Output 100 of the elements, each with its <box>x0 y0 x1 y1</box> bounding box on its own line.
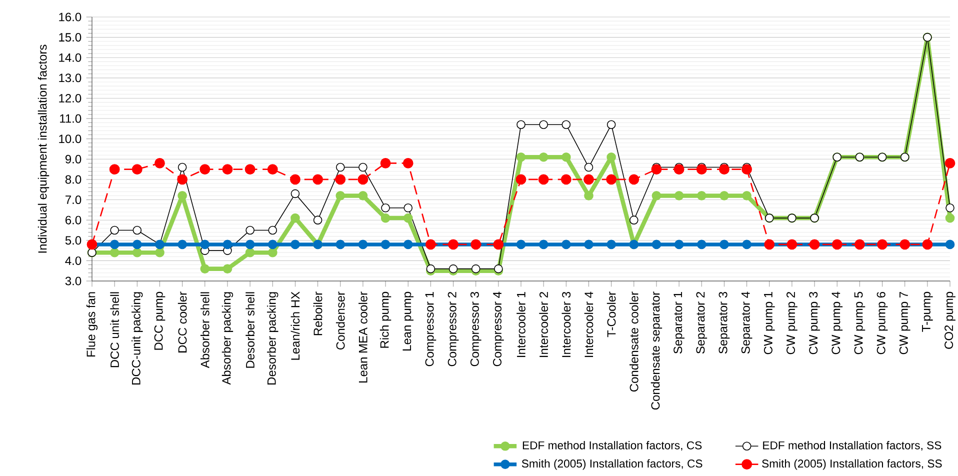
point <box>561 240 571 250</box>
x-tick-label: Compressor 1 <box>425 292 436 366</box>
point <box>538 174 549 185</box>
point <box>516 120 526 130</box>
point <box>720 191 729 200</box>
point <box>336 162 345 172</box>
x-tick-label: Intercooler 2 <box>539 292 548 357</box>
point <box>696 240 706 250</box>
point <box>178 240 187 250</box>
point <box>584 174 594 185</box>
x-tick-label: CW pump 1 <box>764 292 775 354</box>
x-tick-label: T-pump <box>922 292 933 332</box>
point <box>222 264 232 274</box>
y-tick-label: 15.0 <box>59 33 82 42</box>
point <box>312 174 323 185</box>
x-tick-label: CW pump 6 <box>876 292 888 354</box>
y-tick-label: 5.0 <box>65 236 82 245</box>
point <box>132 248 142 258</box>
y-tick-label: 9.0 <box>65 154 82 164</box>
point <box>380 240 390 250</box>
point <box>426 264 436 274</box>
x-tick-label: DCC unit shell <box>110 292 119 368</box>
x-tick-label: Condensate separator <box>650 292 662 410</box>
x-tick-label: Compressor 3 <box>470 292 482 366</box>
point <box>154 158 165 168</box>
point <box>244 164 256 175</box>
x-tick-label: Intercooler 1 <box>516 292 526 357</box>
point <box>222 164 233 175</box>
point <box>651 164 662 175</box>
y-tick-label: 3.0 <box>65 276 82 286</box>
point <box>584 191 594 200</box>
point <box>584 162 594 172</box>
point <box>358 240 368 250</box>
point <box>720 240 729 250</box>
point <box>606 240 616 250</box>
point <box>538 240 548 250</box>
point <box>945 240 955 250</box>
x-tick-label: Separator 4 <box>741 292 752 354</box>
point <box>290 189 300 198</box>
point <box>336 191 346 200</box>
x-tick-label: T-Cooler <box>606 292 616 338</box>
x-tick-label: Absorber packing <box>222 292 234 385</box>
point <box>719 164 730 175</box>
x-tick-label: Separator 2 <box>696 292 708 354</box>
x-tick-label: CW pump 2 <box>786 292 798 354</box>
point <box>404 203 413 212</box>
point <box>539 120 548 130</box>
point <box>155 248 164 258</box>
point <box>380 158 391 168</box>
x-tick-label: DCC pump <box>154 292 166 350</box>
point <box>538 152 548 162</box>
x-tick-label: DCC-unit packing <box>132 292 143 384</box>
x-tick-label: Flue gas fan <box>86 292 98 356</box>
point <box>516 174 526 185</box>
point <box>674 191 684 200</box>
y-tick-label: 11.0 <box>60 114 82 123</box>
point <box>132 226 142 235</box>
point <box>516 152 526 162</box>
point <box>402 158 414 168</box>
point <box>561 152 571 162</box>
point <box>290 213 300 223</box>
point <box>109 164 120 175</box>
x-tick-label: Separator 1 <box>674 292 684 354</box>
point <box>336 240 346 250</box>
point <box>696 164 707 175</box>
y-axis-title: Individual equipment installation factors <box>38 44 50 253</box>
point <box>177 174 188 185</box>
point <box>267 164 278 175</box>
point <box>652 191 662 200</box>
x-tick-label: Desorber shell <box>246 292 254 368</box>
point <box>268 226 278 235</box>
y-tick-label: 6.0 <box>66 216 82 224</box>
point <box>628 174 640 185</box>
x-tick-label: Lean/rich HX <box>290 292 300 360</box>
legend-label: EDF method Installation factors, SS <box>763 441 942 451</box>
point <box>403 213 413 223</box>
legend-label: Smith (2005) Installation factors, SS <box>762 459 942 470</box>
point <box>200 164 210 175</box>
point <box>246 226 254 235</box>
x-tick-label: Condenser <box>336 292 345 350</box>
y-tick-label: 10.0 <box>59 134 82 144</box>
point <box>945 213 955 223</box>
point <box>335 174 346 185</box>
point <box>313 216 322 224</box>
point <box>110 226 119 235</box>
x-tick-label: CW pump 4 <box>832 292 843 354</box>
point <box>560 174 572 185</box>
y-tick-label: 8.0 <box>65 175 82 184</box>
x-tick-label: Desorber packing <box>267 292 278 384</box>
point <box>606 152 616 162</box>
point <box>381 203 390 212</box>
point <box>403 240 413 250</box>
point <box>358 162 368 172</box>
point <box>268 240 278 250</box>
point <box>358 191 368 200</box>
x-tick-label: CO2 pump <box>944 292 956 349</box>
y-tick-label: 13.0 <box>59 74 82 82</box>
x-tick-label: Absorber shell <box>200 292 210 368</box>
x-tick-label: Separator 3 <box>718 292 730 354</box>
point <box>946 203 954 212</box>
